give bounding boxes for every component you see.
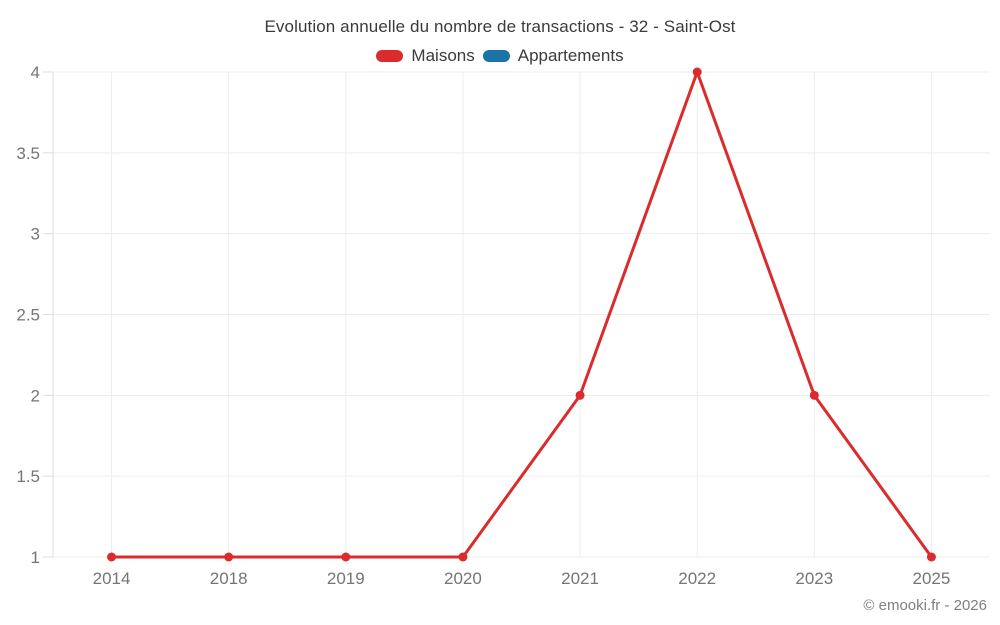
copyright-text: © emooki.fr - 2026 bbox=[863, 597, 987, 614]
data-point-maisons-2018[interactable] bbox=[224, 552, 234, 562]
y-tick-label: 1.5 bbox=[16, 467, 40, 486]
y-tick-label: 2 bbox=[31, 386, 40, 405]
legend-label-appartements: Appartements bbox=[517, 46, 624, 65]
data-point-maisons-2021[interactable] bbox=[575, 390, 585, 400]
x-tick-label-2019: 2019 bbox=[327, 569, 365, 588]
legend-swatch-maisons bbox=[376, 50, 404, 62]
data-point-maisons-2020[interactable] bbox=[458, 552, 468, 562]
maisons-series-line bbox=[110, 70, 933, 559]
y-tick-label: 4 bbox=[31, 63, 40, 82]
y-tick-label: 1 bbox=[31, 548, 40, 567]
legend-label-maisons: Maisons bbox=[411, 46, 475, 65]
x-tick-label-2025: 2025 bbox=[913, 569, 951, 588]
x-tick-label-2020: 2020 bbox=[444, 569, 482, 588]
data-point-maisons-2019[interactable] bbox=[341, 552, 351, 562]
chart-title: Evolution annuelle du nombre de transact… bbox=[264, 17, 736, 36]
data-point-maisons-2025[interactable] bbox=[926, 552, 936, 562]
legend-swatch-appartements bbox=[482, 50, 510, 62]
y-tick-label: 3.5 bbox=[16, 144, 40, 163]
y-tick-label: 2.5 bbox=[16, 306, 40, 325]
legend-item-maisons[interactable]: Maisons bbox=[376, 46, 475, 66]
data-point-maisons-2023[interactable] bbox=[809, 390, 819, 400]
chart-legend: Maisons Appartements bbox=[0, 46, 1000, 66]
x-tick-label-2021: 2021 bbox=[561, 569, 599, 588]
x-tick-label-2014: 2014 bbox=[93, 569, 131, 588]
data-point-maisons-2014[interactable] bbox=[107, 552, 117, 562]
x-tick-label-2018: 2018 bbox=[210, 569, 248, 588]
legend-item-appartements[interactable]: Appartements bbox=[482, 46, 624, 66]
x-tick-label-2022: 2022 bbox=[678, 569, 716, 588]
y-tick-label: 3 bbox=[31, 225, 40, 244]
x-tick-label-2023: 2023 bbox=[795, 569, 833, 588]
data-point-maisons-2022[interactable] bbox=[692, 67, 702, 77]
